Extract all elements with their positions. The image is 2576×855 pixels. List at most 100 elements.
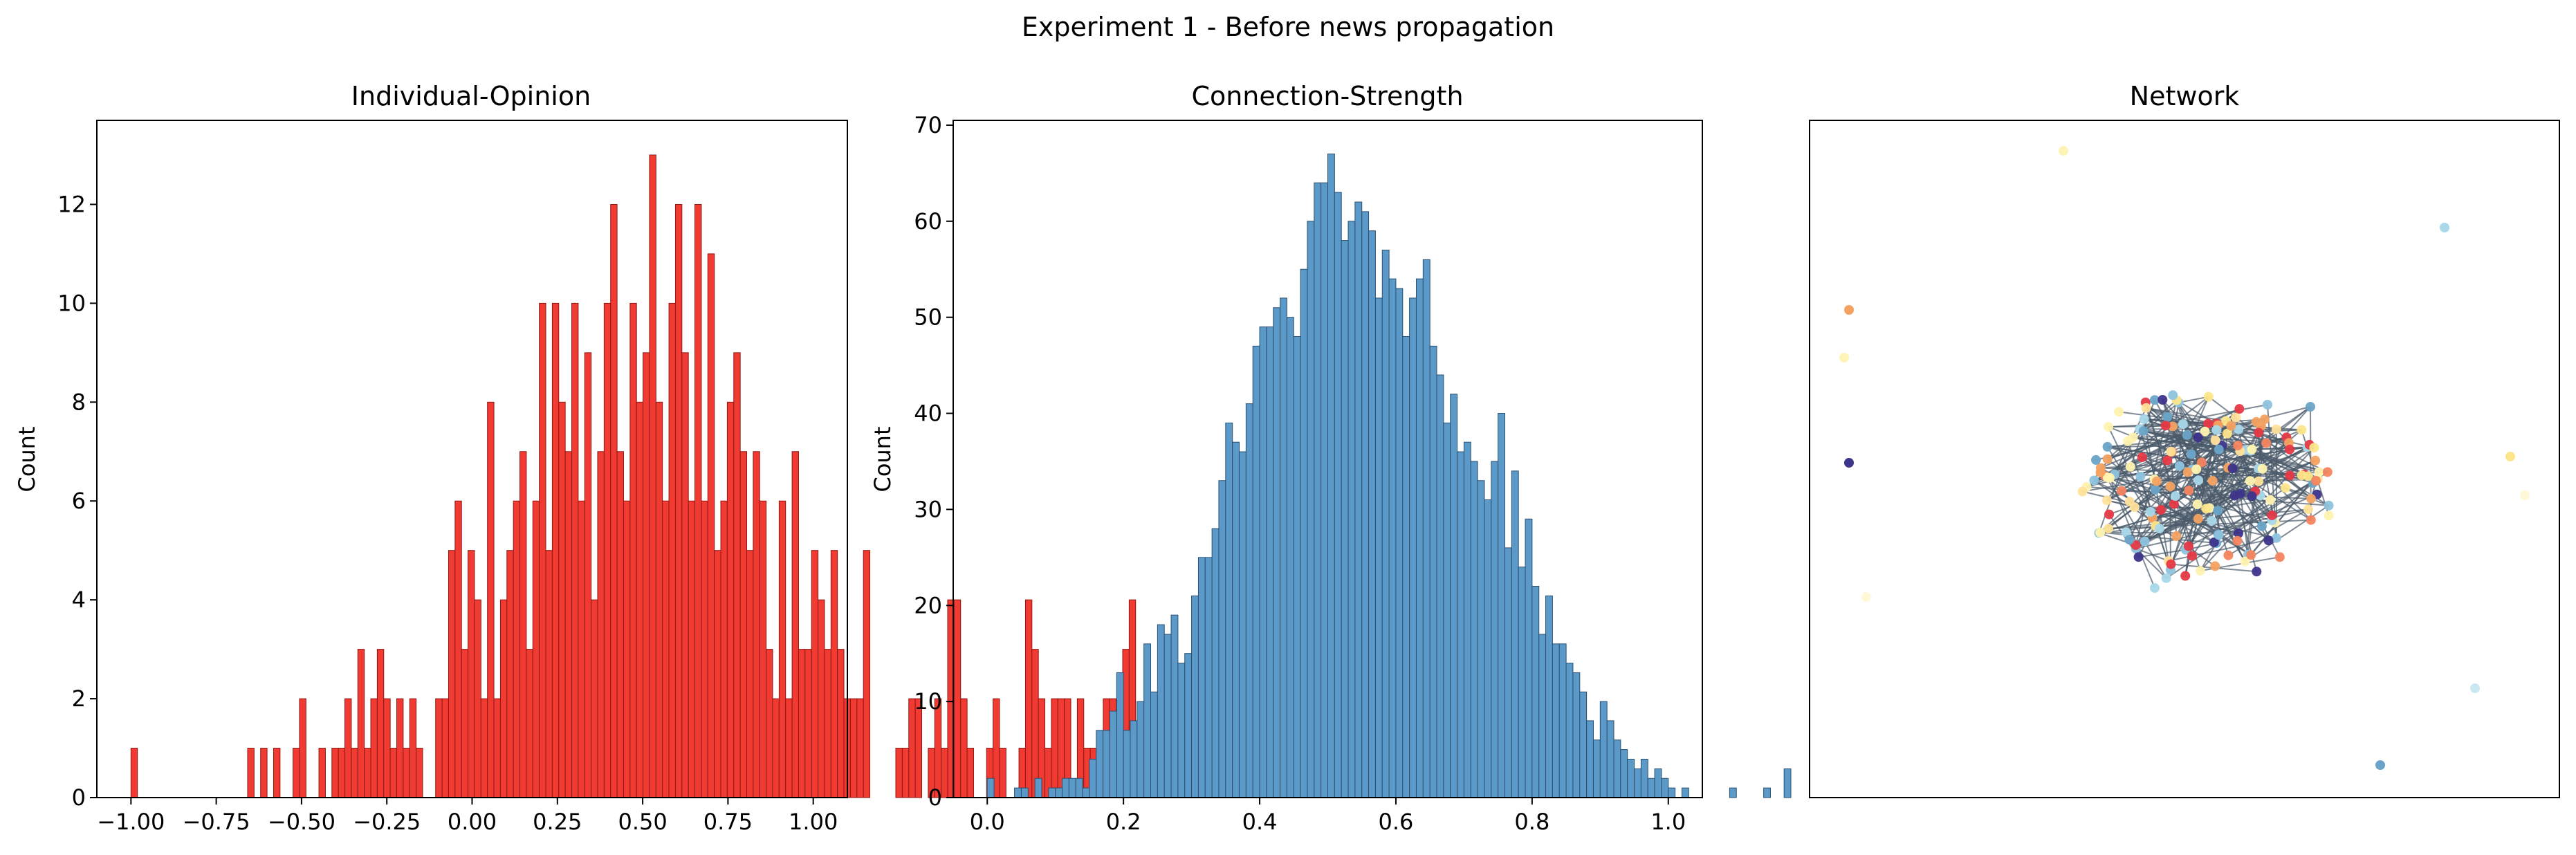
network-edge bbox=[2107, 445, 2223, 448]
network-node bbox=[2137, 452, 2147, 463]
network-node bbox=[2138, 426, 2149, 436]
network-node bbox=[2247, 491, 2257, 502]
opinion-bar bbox=[351, 748, 358, 798]
strength-bar bbox=[1197, 557, 1206, 798]
network-node bbox=[2168, 421, 2178, 432]
strength-x-tick-label: 0.4 bbox=[1242, 809, 1278, 835]
strength-bar bbox=[1565, 663, 1574, 798]
strength-bar bbox=[1259, 327, 1267, 798]
opinion-bar bbox=[344, 698, 352, 798]
opinion-bar bbox=[804, 649, 812, 798]
network-node bbox=[2310, 455, 2321, 466]
network-node bbox=[2162, 412, 2173, 422]
network-node bbox=[2520, 490, 2530, 500]
opinion-bar bbox=[318, 748, 326, 798]
opinion-x-tick-label: −0.75 bbox=[183, 809, 250, 835]
network-node bbox=[2150, 395, 2160, 405]
strength-bar bbox=[1579, 691, 1588, 798]
opinion-bar bbox=[435, 698, 443, 798]
opinion-bar bbox=[778, 500, 786, 798]
network-edge bbox=[2143, 430, 2313, 484]
strength-bar bbox=[1096, 730, 1104, 798]
opinion-bar bbox=[895, 748, 903, 798]
opinion-histogram-ylabel: Count bbox=[14, 426, 40, 492]
opinion-bar bbox=[389, 748, 398, 798]
network-node bbox=[2059, 146, 2068, 156]
network-node bbox=[2235, 488, 2245, 499]
strength-bar bbox=[1647, 778, 1655, 798]
opinion-bar bbox=[636, 401, 644, 798]
network-node bbox=[2234, 424, 2244, 434]
network-node bbox=[2232, 535, 2243, 546]
network-node bbox=[2182, 430, 2192, 440]
strength-bar bbox=[1293, 335, 1301, 798]
opinion-bar bbox=[849, 698, 858, 798]
strength-x-tick-label: 0.0 bbox=[970, 809, 1005, 835]
strength-bar bbox=[1463, 441, 1471, 798]
strength-bar bbox=[1048, 787, 1056, 798]
opinion-bar bbox=[331, 748, 339, 798]
opinion-bar bbox=[468, 550, 475, 798]
opinion-bar bbox=[396, 698, 404, 798]
figure-suptitle: Experiment 1 - Before news propagation bbox=[1022, 12, 1554, 42]
opinion-x-tick-label: 1.00 bbox=[789, 809, 838, 835]
strength-bar bbox=[1062, 778, 1069, 798]
strength-bar bbox=[1361, 211, 1370, 798]
network-node bbox=[2214, 530, 2224, 540]
network-node bbox=[2226, 421, 2236, 431]
strength-bar bbox=[1020, 787, 1029, 798]
strength-bar bbox=[1204, 557, 1213, 798]
opinion-bar bbox=[662, 500, 670, 798]
strength-bar bbox=[1225, 422, 1233, 798]
network-node bbox=[2207, 515, 2217, 526]
network-node bbox=[2252, 567, 2262, 577]
strength-bar bbox=[1354, 201, 1363, 798]
network-node bbox=[2203, 392, 2214, 402]
network-node bbox=[2089, 475, 2099, 486]
network-node bbox=[2297, 470, 2307, 481]
opinion-bar bbox=[733, 352, 741, 798]
network-edge bbox=[2128, 451, 2172, 540]
strength-bar bbox=[1470, 461, 1478, 798]
opinion-x-tick-label: −0.50 bbox=[268, 809, 335, 835]
strength-bar bbox=[1558, 643, 1567, 798]
strength-bar bbox=[1300, 268, 1308, 798]
network-edge bbox=[2227, 508, 2309, 556]
network-node bbox=[2223, 550, 2234, 560]
network-node bbox=[2183, 541, 2193, 551]
network-node bbox=[2285, 444, 2295, 454]
opinion-bar bbox=[513, 500, 521, 798]
opinion-bar bbox=[564, 451, 573, 798]
opinion-x-tick-label: 0.25 bbox=[533, 809, 582, 835]
network-node bbox=[2207, 476, 2218, 486]
opinion-bar bbox=[960, 698, 968, 798]
strength-bar bbox=[1620, 749, 1628, 798]
network-node bbox=[2234, 528, 2244, 538]
network-node bbox=[2231, 412, 2241, 423]
opinion-y-tick-label: 10 bbox=[57, 290, 86, 316]
network-node bbox=[2095, 467, 2106, 477]
opinion-bar bbox=[1031, 649, 1039, 798]
opinion-bar bbox=[707, 253, 715, 798]
strength-bar bbox=[1109, 710, 1117, 798]
network-node bbox=[2191, 464, 2202, 475]
strength-bar bbox=[1409, 297, 1417, 798]
network-node bbox=[2247, 444, 2257, 454]
strength-bar bbox=[1613, 739, 1621, 798]
strength-bar bbox=[1055, 787, 1063, 798]
strength-bar bbox=[1443, 422, 1451, 798]
network-edge bbox=[2244, 504, 2330, 562]
strength-bar bbox=[1103, 730, 1110, 798]
opinion-bar bbox=[273, 748, 281, 798]
network-node bbox=[2150, 583, 2160, 593]
opinion-bar bbox=[584, 352, 592, 798]
strength-bar bbox=[1518, 567, 1526, 798]
opinion-bar bbox=[480, 698, 488, 798]
network-node bbox=[2210, 561, 2220, 571]
network-node bbox=[2211, 425, 2222, 435]
strength-bar bbox=[1511, 470, 1519, 798]
opinion-y-tick-label: 12 bbox=[57, 191, 86, 217]
network-edge bbox=[2138, 549, 2187, 558]
network-edge bbox=[2175, 447, 2315, 497]
opinion-bar bbox=[448, 550, 456, 798]
